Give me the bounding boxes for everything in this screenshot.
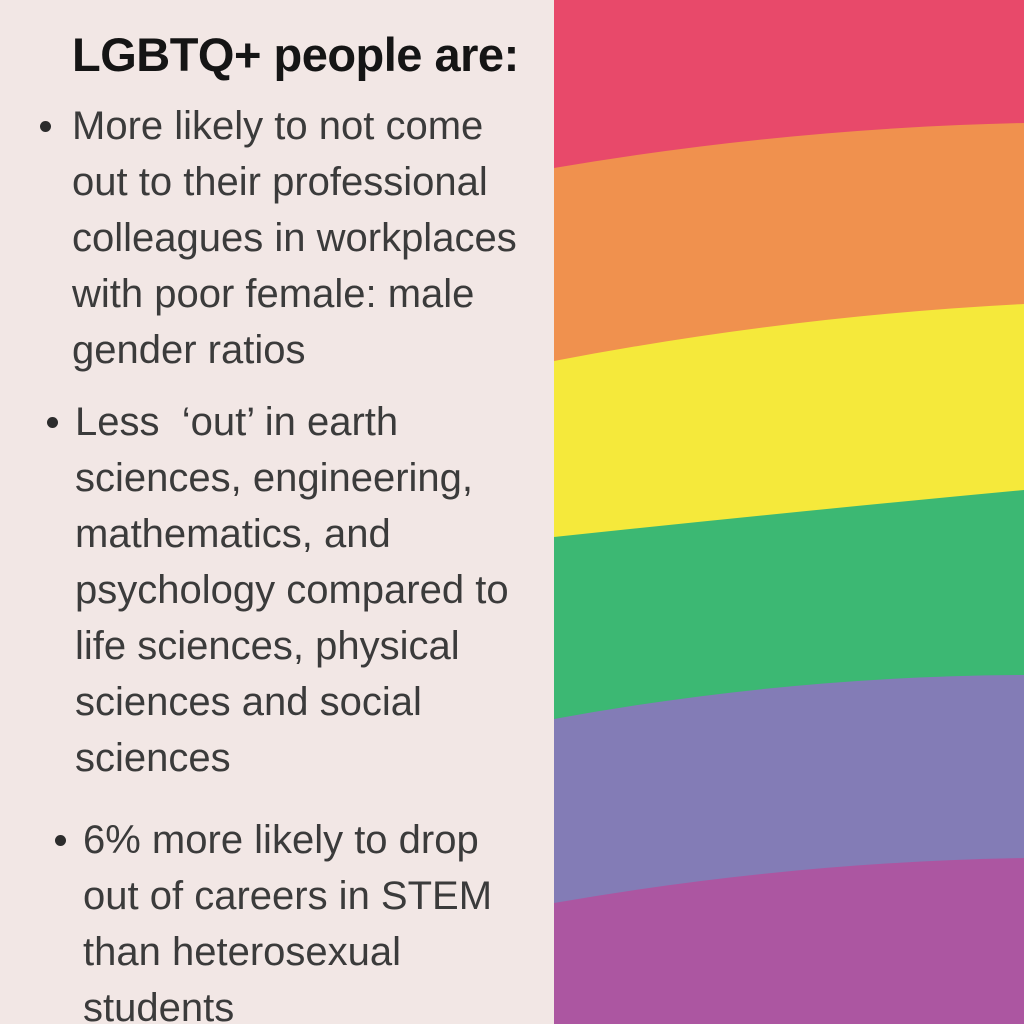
bullet-text: Less ‘out’ in earth sciences, engineerin… xyxy=(75,394,509,786)
bullet-text: More likely to not come out to their pro… xyxy=(72,98,517,378)
bullet-text-line: psychology compared to xyxy=(75,568,509,612)
page-title: LGBTQ+ people are: xyxy=(72,28,519,81)
bullet-text: 6% more likely to drop out of careers in… xyxy=(83,812,492,1024)
bullet-item-dropout: 6% more likely to drop out of careers in… xyxy=(0,812,554,1024)
bullet-dot-icon xyxy=(55,835,66,846)
bullet-item-less-out: Less ‘out’ in earth sciences, engineerin… xyxy=(0,394,554,786)
bullet-item-workplaces: More likely to not come out to their pro… xyxy=(0,98,554,378)
bullet-text-line: students xyxy=(83,986,235,1024)
bullet-text-line: out to their professional xyxy=(72,160,488,204)
flag-stripe-magenta xyxy=(554,858,1024,1024)
bullet-text-line: out of careers in STEM xyxy=(83,874,493,918)
bullet-text-line: than heterosexual xyxy=(83,930,402,974)
rainbow-flag xyxy=(554,0,1024,1024)
text-panel: LGBTQ+ people are: More likely to not co… xyxy=(0,28,554,1024)
bullet-text-line: life sciences, physical xyxy=(75,624,460,668)
bullet-text-line: gender ratios xyxy=(72,328,306,372)
bullet-text-line: with poor female: male xyxy=(72,272,475,316)
bullet-text-line: colleagues in workplaces xyxy=(72,216,517,260)
bullet-dot-icon xyxy=(47,417,58,428)
bullet-text-line: More likely to not come xyxy=(72,104,484,148)
bullet-dot-icon xyxy=(40,121,51,132)
bullet-text-line: sciences and social xyxy=(75,680,422,724)
bullet-text-line: sciences xyxy=(75,736,231,780)
bullet-text-line: 6% more likely to drop xyxy=(83,818,479,862)
bullet-text-line: Less ‘out’ in earth xyxy=(75,400,399,444)
bullet-text-line: sciences, engineering, xyxy=(75,456,474,500)
bullet-text-line: mathematics, and xyxy=(75,512,391,556)
